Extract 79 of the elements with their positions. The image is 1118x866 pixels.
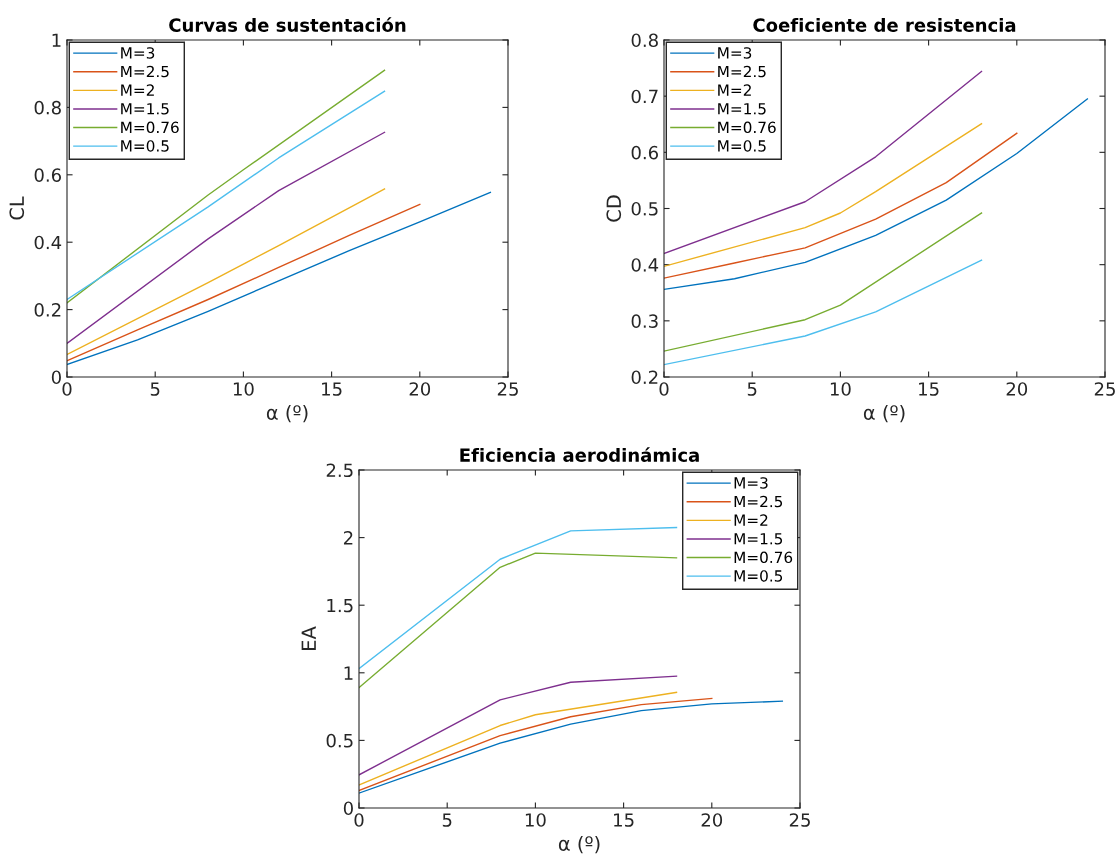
line-series (664, 212, 983, 352)
x-tick-label: 25 (789, 813, 810, 827)
line-series (359, 691, 678, 786)
x-tick-label: 15 (614, 813, 634, 827)
x-tick-label: 5 (150, 382, 160, 396)
line-series (359, 697, 713, 792)
x-tick-label: 5 (747, 382, 757, 396)
chart-title: Eficiencia aerodinámica (460, 447, 699, 462)
y-tick-label: 0.8 (34, 100, 61, 115)
y-tick-label: 0.4 (34, 235, 62, 250)
x-tick-label: 0 (62, 382, 72, 396)
y-tick-label: 0.8 (631, 33, 658, 48)
legend-label: M=2 (121, 84, 154, 96)
x-tick-label: 10 (525, 813, 546, 827)
legend-label: M=0.5 (718, 140, 766, 152)
y-tick-label: 0 (51, 370, 61, 385)
y-tick-label: 0 (343, 801, 353, 816)
line-series (359, 552, 678, 689)
y-axis-title: EA (301, 626, 316, 650)
x-axis-title: α (º) (863, 404, 905, 423)
line-series (664, 132, 1018, 279)
legend-label: M=3 (734, 477, 768, 489)
legend-label: M=1.5 (734, 533, 783, 545)
y-tick-label: 1 (52, 33, 61, 47)
legend-label: M=0.5 (734, 570, 783, 582)
x-tick-label: 15 (322, 382, 342, 396)
y-tick-label: 2.5 (326, 463, 353, 478)
line-series (664, 122, 983, 268)
y-axis-title: CD (606, 195, 622, 222)
line-series (67, 188, 386, 356)
line-series (359, 700, 784, 794)
x-tick-label: 10 (830, 382, 851, 396)
y-tick-label: 0.6 (631, 145, 658, 160)
y-tick-label: 0.5 (326, 733, 353, 748)
chart-title: Curvas de sustentación (169, 17, 406, 32)
y-tick-label: 1.5 (327, 598, 353, 613)
line-series (359, 675, 678, 776)
legend-label: M=0.76 (718, 121, 776, 134)
x-axis-title: α (º) (558, 835, 600, 854)
y-tick-label: 0.5 (631, 201, 658, 216)
legend-label: M=1.5 (121, 103, 169, 115)
line-series (67, 131, 386, 344)
legend-label: M=1.5 (718, 103, 766, 115)
legend-label: M=0.76 (121, 121, 179, 134)
y-tick-label: 0.3 (631, 314, 658, 328)
line-series (67, 191, 492, 366)
y-tick-label: 1 (344, 666, 353, 680)
legend-label: M=0.5 (121, 140, 169, 152)
y-tick-label: 0.6 (34, 168, 61, 182)
x-tick-label: 25 (497, 382, 518, 396)
y-tick-label: 0.2 (34, 303, 61, 317)
y-tick-label: 0.4 (631, 258, 659, 272)
x-tick-label: 20 (701, 813, 723, 827)
x-tick-label: 5 (442, 813, 452, 827)
legend-label: M=2 (734, 514, 768, 526)
legend-label: M=3 (121, 47, 155, 59)
line-series (664, 259, 983, 366)
x-tick-label: 20 (409, 382, 431, 396)
legend-label: M=2 (718, 84, 751, 96)
x-tick-label: 20 (1006, 382, 1028, 396)
x-tick-label: 0 (354, 813, 364, 827)
y-axis-title: CL (9, 196, 25, 220)
x-tick-label: 25 (1094, 382, 1115, 396)
x-tick-label: 0 (659, 382, 669, 396)
x-axis-title: α (º) (266, 404, 308, 423)
line-series (67, 203, 421, 362)
line-series (359, 526, 678, 670)
y-tick-label: 0.7 (631, 89, 658, 104)
y-tick-label: 0.2 (631, 370, 658, 385)
legend-label: M=2.5 (734, 495, 783, 508)
x-tick-label: 10 (233, 382, 254, 396)
legend-label: M=0.76 (734, 551, 793, 564)
x-tick-label: 15 (919, 382, 939, 396)
legend-label: M=2.5 (121, 65, 169, 78)
chart-title: Coeficiente de resistencia (753, 17, 1016, 32)
line-series (664, 98, 1089, 291)
y-tick-label: 2 (343, 531, 353, 545)
legend-label: M=2.5 (718, 65, 766, 78)
legend-label: M=3 (718, 47, 752, 59)
